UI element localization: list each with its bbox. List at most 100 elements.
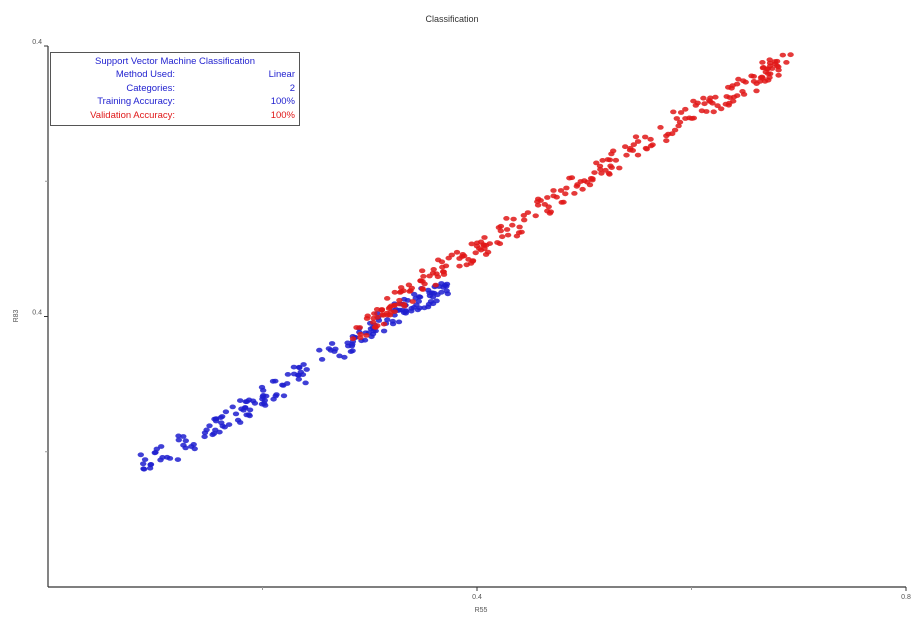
point-red [589, 176, 596, 182]
point-blue [380, 328, 388, 334]
point-blue [175, 433, 182, 439]
point-red [396, 297, 403, 303]
point-blue [203, 427, 210, 433]
point-red [663, 138, 670, 144]
categories-value: 2 [289, 82, 295, 94]
point-red [591, 170, 598, 176]
point-blue [295, 376, 302, 382]
method-label: Method Used: [115, 69, 175, 80]
point-red [753, 88, 760, 94]
point-blue [328, 341, 336, 346]
point-red [384, 296, 391, 301]
point-red [438, 259, 446, 265]
point-blue [434, 292, 441, 298]
training-accuracy-value: 100% [270, 96, 295, 107]
point-blue [246, 407, 254, 413]
point-red [647, 143, 655, 149]
ticks: 0.4 0.8 0.4 0.4 [32, 39, 911, 601]
point-blue [260, 388, 267, 393]
point-red [722, 101, 729, 107]
x-tick-label: 0.4 [472, 594, 482, 601]
point-red [370, 320, 377, 325]
info-row-training: Training Accuracy: 100% [55, 95, 295, 109]
point-blue [273, 392, 280, 397]
point-red [503, 227, 511, 232]
point-blue [361, 337, 369, 343]
point-red [419, 286, 426, 291]
point-red [607, 163, 614, 169]
info-box-title: Support Vector Machine Classification [95, 56, 255, 67]
validation-accuracy-label: Validation Accuracy: [90, 109, 175, 121]
point-red [433, 271, 440, 277]
point-red [430, 267, 437, 272]
point-red [374, 323, 381, 329]
point-red [510, 216, 517, 222]
point-red [748, 73, 755, 79]
point-blue [395, 319, 403, 325]
point-red [357, 331, 364, 337]
point-blue [225, 422, 233, 427]
point-blue [260, 393, 267, 398]
point-red [391, 289, 398, 295]
point-red [473, 243, 481, 249]
point-red [363, 333, 370, 338]
point-red [599, 158, 606, 163]
point-blue [290, 371, 298, 377]
info-row-validation: Validation Accuracy: 100% [55, 109, 295, 123]
point-red [623, 152, 630, 158]
point-blue [152, 450, 159, 455]
point-blue [318, 357, 326, 362]
point-blue [219, 414, 226, 419]
point-blue [182, 438, 189, 444]
point-red [419, 268, 426, 274]
point-red [442, 263, 450, 269]
point-blue [180, 434, 187, 439]
point-blue [425, 301, 433, 307]
point-blue [341, 354, 348, 360]
point-blue [384, 317, 391, 323]
point-red [730, 94, 738, 100]
point-red [632, 134, 640, 140]
point-red [550, 188, 557, 193]
chart-title: Classification [425, 14, 478, 24]
point-red [766, 60, 774, 66]
point-blue [300, 362, 307, 367]
point-blue [210, 431, 218, 436]
point-red [521, 217, 528, 223]
y-tick-label: 0.4 [32, 310, 42, 317]
point-red [364, 313, 371, 319]
point-red [562, 191, 569, 197]
point-red [773, 58, 781, 64]
point-blue [158, 444, 165, 449]
y-tick-label: 0.4 [32, 39, 42, 46]
point-blue [269, 378, 277, 384]
point-red [759, 60, 766, 65]
point-blue [404, 298, 411, 303]
point-red [718, 106, 725, 112]
point-red [553, 194, 560, 200]
point-blue [232, 411, 240, 417]
point-blue [140, 461, 147, 467]
point-red [563, 185, 570, 191]
point-blue [327, 347, 334, 353]
point-blue [243, 412, 250, 418]
point-blue [243, 399, 251, 404]
point-red [688, 116, 696, 121]
point-red [764, 71, 772, 77]
point-red [557, 188, 565, 193]
point-blue [212, 418, 220, 424]
point-red [642, 134, 649, 140]
point-red [573, 183, 580, 189]
point-red [463, 262, 470, 268]
x-tick-label: 0.8 [901, 594, 911, 601]
point-red [630, 142, 637, 148]
point-red [783, 60, 790, 65]
x-axis-title: R55 [475, 607, 488, 614]
point-red [764, 66, 772, 72]
point-blue [147, 462, 154, 468]
point-red [598, 170, 605, 176]
point-red [605, 170, 613, 176]
point-red [456, 263, 463, 269]
point-blue [237, 398, 244, 403]
point-red [432, 282, 439, 288]
